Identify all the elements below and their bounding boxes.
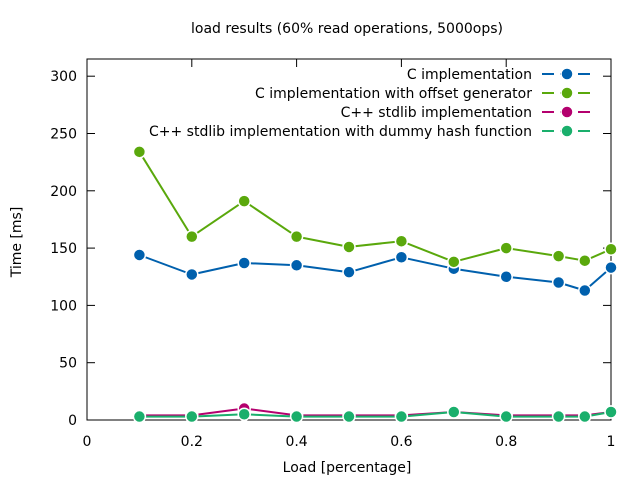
y-tick-label: 100 bbox=[50, 298, 77, 314]
data-point bbox=[604, 405, 618, 419]
data-point bbox=[551, 249, 566, 263]
x-tick-label: 0.8 bbox=[495, 434, 517, 450]
data-point bbox=[237, 256, 251, 270]
legend-swatch-marker bbox=[560, 67, 574, 81]
data-point bbox=[578, 253, 592, 268]
data-point bbox=[289, 258, 304, 273]
data-point bbox=[132, 145, 147, 159]
x-tick-label: 0.6 bbox=[390, 434, 412, 450]
y-tick-label: 0 bbox=[68, 413, 77, 429]
data-point bbox=[289, 229, 304, 244]
legend-swatch-marker bbox=[560, 86, 574, 100]
legend-label: C++ stdlib implementation with dummy has… bbox=[149, 124, 532, 140]
series-line bbox=[139, 407, 612, 417]
data-point bbox=[185, 409, 199, 424]
series-2 bbox=[132, 145, 618, 269]
data-point bbox=[342, 240, 356, 254]
legend-label: C implementation with offset generator bbox=[255, 86, 532, 102]
x-tick-label: 0.2 bbox=[181, 434, 203, 450]
legend-label: C++ stdlib implementation bbox=[341, 105, 532, 121]
data-point bbox=[499, 269, 513, 284]
series-line bbox=[139, 254, 612, 292]
x-axis-label: Load [percentage] bbox=[283, 460, 412, 476]
legend: C implementation C implementation with of… bbox=[149, 67, 592, 140]
x-tick-label: 0 bbox=[83, 434, 92, 450]
data-point bbox=[342, 409, 356, 424]
data-point bbox=[551, 275, 566, 290]
data-point bbox=[578, 283, 592, 298]
axis-ticks: 0 0.2 0.4 0.6 0.8 1 0 50 100 150 200 250 300 bbox=[50, 59, 615, 450]
data-point bbox=[237, 194, 251, 208]
data-point bbox=[185, 229, 199, 244]
data-point bbox=[289, 409, 304, 424]
y-tick-label: 250 bbox=[50, 126, 77, 142]
data-point bbox=[551, 409, 566, 424]
series-3 bbox=[132, 401, 618, 423]
x-tick-label: 0.4 bbox=[285, 434, 307, 450]
data-point bbox=[447, 255, 461, 269]
series-line bbox=[138, 151, 612, 263]
y-tick-label: 300 bbox=[50, 69, 77, 85]
x-tick-label: 1 bbox=[607, 434, 616, 450]
series-1 bbox=[132, 248, 618, 298]
data-point bbox=[132, 409, 147, 424]
y-tick-label: 50 bbox=[59, 356, 77, 372]
data-point bbox=[499, 409, 513, 424]
chart-title: load results (60% read operations, 5000o… bbox=[191, 21, 503, 37]
legend-label: C implementation bbox=[407, 67, 532, 83]
y-tick-label: 150 bbox=[50, 241, 77, 257]
data-point bbox=[499, 241, 513, 255]
legend-swatch-marker bbox=[560, 105, 574, 119]
data-point bbox=[185, 267, 199, 282]
y-tick-label: 200 bbox=[50, 184, 77, 200]
data-point bbox=[604, 260, 618, 275]
data-point bbox=[394, 250, 409, 265]
data-point bbox=[447, 405, 461, 419]
data-point bbox=[132, 248, 147, 262]
y-axis-label: Time [ms] bbox=[9, 207, 25, 279]
data-point bbox=[578, 409, 592, 424]
data-point bbox=[394, 234, 409, 248]
series-4 bbox=[132, 405, 618, 424]
legend-swatch-marker bbox=[560, 124, 574, 138]
data-point bbox=[394, 409, 409, 424]
data-point bbox=[604, 242, 618, 256]
data-series bbox=[132, 145, 618, 424]
data-point bbox=[237, 407, 251, 422]
data-point bbox=[342, 265, 356, 279]
